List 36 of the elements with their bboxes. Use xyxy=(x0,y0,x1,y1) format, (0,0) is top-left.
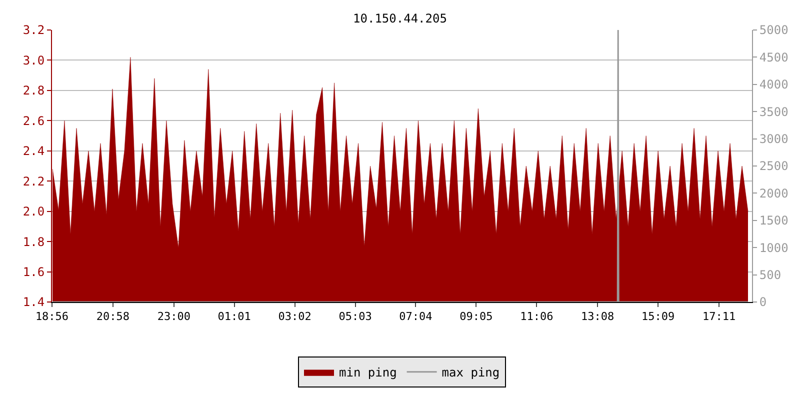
y-tick-label: 2.2 xyxy=(22,174,45,188)
y-tick-label: 1.8 xyxy=(22,234,45,249)
y2-tick-label: 4000 xyxy=(759,78,788,92)
x-tick-label: 23:00 xyxy=(157,310,190,324)
x-tick-label: 17:11 xyxy=(702,310,736,324)
y2-tick-label: 2500 xyxy=(759,159,788,174)
y2-tick-label: 4500 xyxy=(759,50,788,64)
y-tick-label: 2.8 xyxy=(22,84,45,98)
x-tick-label: 20:58 xyxy=(96,310,130,324)
y2-tick-label: 0 xyxy=(759,295,767,310)
y2-tick-label: 5000 xyxy=(759,23,788,38)
y-tick-label: 1.6 xyxy=(22,264,45,279)
y-tick-label: 2.4 xyxy=(22,144,45,158)
y-tick-label: 3.0 xyxy=(22,53,45,68)
y2-tick-label: 1000 xyxy=(759,240,788,255)
x-tick-label: 18:56 xyxy=(35,310,69,324)
x-tick-label: 07:04 xyxy=(399,310,433,324)
y-tick-label: 3.2 xyxy=(22,23,45,38)
chart-title: 10.150.44.205 xyxy=(353,11,447,26)
y-tick-label: 2.6 xyxy=(22,114,45,128)
x-tick-label: 11:06 xyxy=(520,310,554,324)
x-tick-label: 09:05 xyxy=(460,310,493,324)
y-tick-label: 2.0 xyxy=(22,204,45,219)
y2-tick-label: 1500 xyxy=(759,214,788,228)
x-tick-label: 01:01 xyxy=(218,310,251,324)
y2-tick-label: 3000 xyxy=(759,132,788,146)
y2-tick-label: 3500 xyxy=(759,104,788,119)
x-tick-label: 15:09 xyxy=(642,310,675,324)
y-tick-label: 1.4 xyxy=(22,295,45,310)
legend-label: min ping xyxy=(339,366,397,380)
x-tick-label: 05:03 xyxy=(338,310,372,324)
legend-label: max ping xyxy=(442,366,500,380)
x-tick-label: 03:02 xyxy=(278,310,312,324)
y2-tick-label: 2000 xyxy=(759,186,788,200)
y2-tick-label: 500 xyxy=(759,268,782,282)
x-tick-label: 13:08 xyxy=(581,310,614,324)
